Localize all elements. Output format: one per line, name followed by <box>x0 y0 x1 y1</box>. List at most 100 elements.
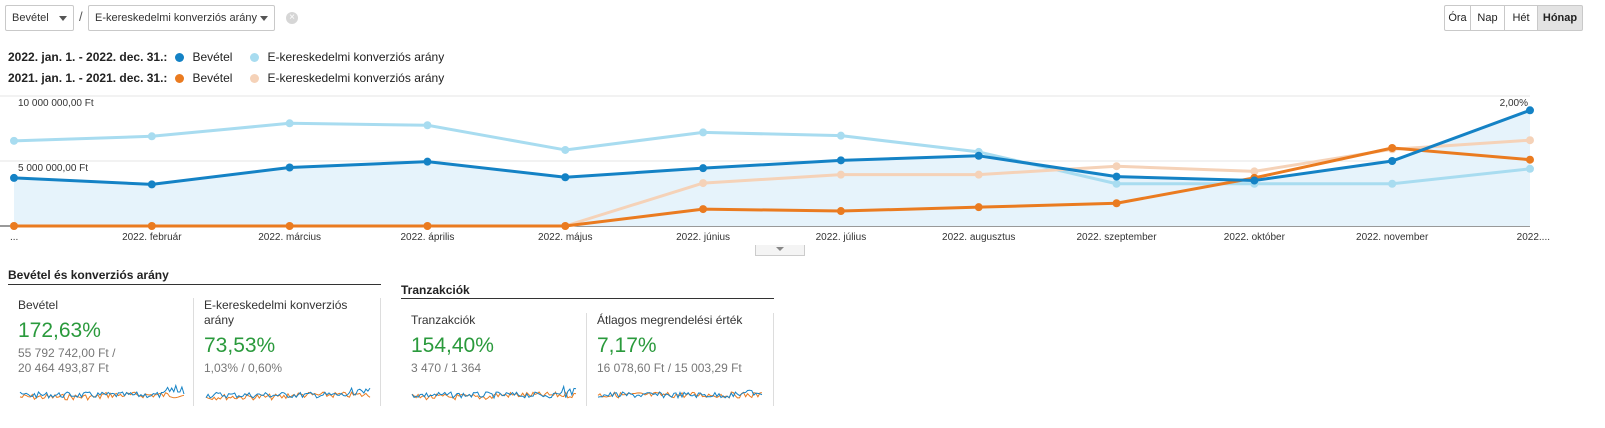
granularity-hour-button[interactable]: Óra <box>1444 5 1471 31</box>
metric2-label: E-kereskedelmi konverziós arány <box>95 12 258 24</box>
card-divider <box>773 313 774 406</box>
scorecard-name: E-kereskedelmi konverziós arány <box>204 298 348 327</box>
legend-dot-icon <box>175 52 185 62</box>
granularity-day-button[interactable]: Nap <box>1471 5 1505 31</box>
metric-separator: / <box>79 9 83 24</box>
scorecard-detail: 20 464 493,87 Ft <box>18 361 109 375</box>
data-point <box>699 128 708 137</box>
card-divider <box>380 298 381 406</box>
data-point <box>699 205 708 214</box>
sparkline <box>411 391 577 401</box>
data-point <box>423 157 432 166</box>
scorecard-change: 73,53% <box>204 334 276 357</box>
data-point <box>147 222 156 230</box>
data-point <box>699 164 708 173</box>
metric1-label: Bevétel <box>12 12 49 24</box>
chart-collapse-toggle[interactable] <box>755 245 805 256</box>
data-point <box>10 222 18 230</box>
x-tick-label: 2022. szeptember <box>1077 232 1158 243</box>
granularity-month-button[interactable]: Hónap <box>1538 5 1583 31</box>
series-line <box>13 121 1531 186</box>
scorecard-name: Átlagos megrendelési érték <box>597 313 743 327</box>
data-point <box>147 132 156 141</box>
data-point <box>1388 179 1397 188</box>
data-point <box>285 163 294 172</box>
legend-row-current: 2022. jan. 1. - 2022. dec. 31.: Bevétel … <box>8 50 462 64</box>
sparkline <box>411 384 577 400</box>
data-point <box>285 119 294 128</box>
data-point <box>836 170 845 179</box>
clear-metric-icon[interactable]: × <box>286 12 298 24</box>
data-point <box>561 173 570 182</box>
x-tick-label: ... <box>10 232 18 243</box>
x-tick-label: 2022. március <box>258 232 321 243</box>
legend-series-label[interactable]: Bevétel <box>192 50 233 64</box>
scorecard-conversion[interactable]: E-kereskedelmi konverziós arány 73,53% 1… <box>204 298 374 376</box>
legend-range: 2022. jan. 1. - 2022. dec. 31.: <box>8 50 168 64</box>
scorecard-revenue[interactable]: Bevétel 172,63% 55 792 742,00 Ft / 20 46… <box>18 298 188 376</box>
data-point <box>561 145 570 154</box>
data-point <box>285 222 294 230</box>
granularity-week-button[interactable]: Hét <box>1505 5 1538 31</box>
scorecard-detail: 3 470 / 1 364 <box>411 361 482 375</box>
legend-range: 2021. jan. 1. - 2021. dec. 31.: <box>8 71 168 85</box>
chevron-down-icon <box>59 15 67 21</box>
data-point <box>1112 162 1121 171</box>
x-tick-label: 2022. február <box>122 232 182 243</box>
scorecard-name: Bevétel <box>18 298 59 312</box>
scorecard-avg-order-value[interactable]: Átlagos megrendelési érték 7,17% 16 078,… <box>597 313 769 376</box>
data-point <box>836 207 845 216</box>
x-tick-label: 2022. május <box>538 232 592 243</box>
data-point <box>1250 167 1259 176</box>
section-title: Tranzakciók <box>401 283 470 297</box>
data-point <box>1112 172 1121 181</box>
legend-dot-icon <box>250 52 260 62</box>
data-point <box>10 136 18 145</box>
section-title: Bevétel és konverziós arány <box>8 268 169 282</box>
data-point <box>10 173 18 182</box>
section-underline <box>401 298 774 299</box>
sparkline <box>205 391 371 401</box>
metric1-dropdown[interactable]: Bevétel <box>5 5 74 31</box>
scorecard-detail: 1,03% / 0,60% <box>204 361 283 375</box>
data-point <box>1526 136 1534 145</box>
x-tick-label: 2022. augusztus <box>942 232 1015 243</box>
scorecard-name: Tranzakciók <box>411 313 476 327</box>
series-line <box>14 146 1531 228</box>
data-point <box>836 131 845 140</box>
data-point <box>1526 106 1534 115</box>
chevron-down-icon <box>776 247 784 251</box>
data-point <box>1112 199 1121 208</box>
sparkline <box>597 389 763 400</box>
legend-dot-icon <box>250 73 260 83</box>
legend-dot-icon <box>175 73 185 83</box>
data-point <box>699 179 708 188</box>
legend-series-label[interactable]: E-kereskedelmi konverziós arány <box>267 71 445 85</box>
sparklines <box>19 383 763 401</box>
data-point <box>974 203 983 212</box>
line-chart: 10 000 000,00 Ft5 000 000,00 Ft2,00%1,00… <box>0 95 1550 243</box>
granularity-buttons: Óra Nap Hét Hónap <box>1444 5 1583 31</box>
sparkline <box>205 386 371 399</box>
legend-series-label[interactable]: Bevétel <box>192 71 233 85</box>
metric2-dropdown[interactable]: E-kereskedelmi konverziós arány <box>88 5 275 31</box>
data-point <box>974 151 983 160</box>
data-point <box>423 121 432 130</box>
data-point <box>1526 164 1534 173</box>
data-point <box>423 222 432 230</box>
y-tick-label-left: 10 000 000,00 Ft <box>18 98 94 109</box>
data-point <box>147 180 156 189</box>
data-point <box>1112 179 1121 188</box>
data-point <box>1388 157 1397 165</box>
legend-series-label[interactable]: E-kereskedelmi konverziós arány <box>267 50 445 64</box>
scorecard-transactions[interactable]: Tranzakciók 154,40% 3 470 / 1 364 <box>411 313 581 376</box>
x-tick-label: 2022. június <box>676 232 730 243</box>
scorecard-change: 172,63% <box>18 319 101 342</box>
x-tick-label: 2022. április <box>400 232 454 243</box>
x-tick-label: 2022. október <box>1224 232 1286 243</box>
sparkline <box>19 383 185 399</box>
scorecard-detail: 16 078,60 Ft / 15 003,29 Ft <box>597 361 742 375</box>
data-point <box>1388 144 1397 152</box>
data-point <box>561 222 570 230</box>
data-point <box>836 156 845 165</box>
